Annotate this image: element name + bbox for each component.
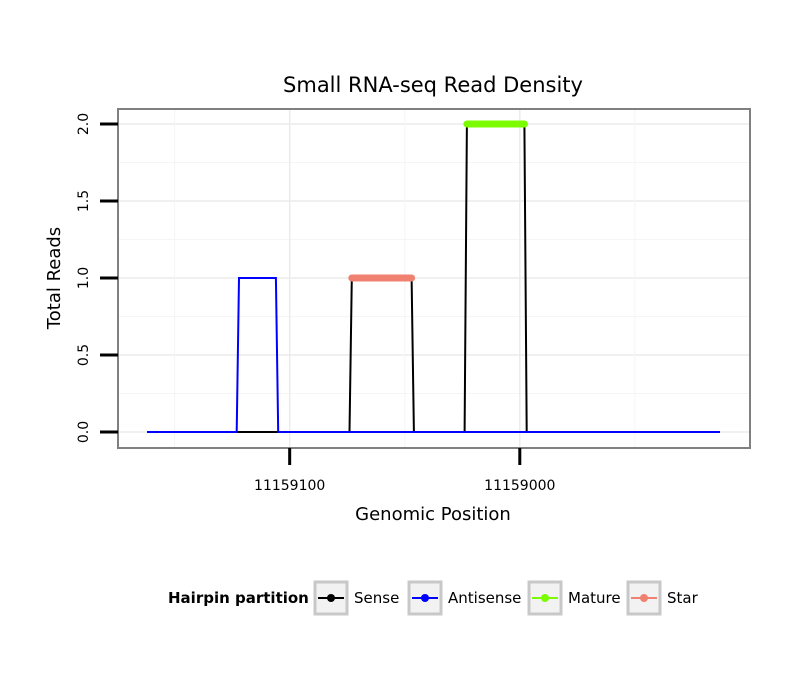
x-tick-label: 11159100 [254, 478, 325, 494]
legend-label-sense: Sense [354, 589, 399, 607]
chart-title: Small RNA-seq Read Density [283, 73, 583, 97]
y-tick-label: 1.5 [76, 190, 92, 212]
grid [118, 109, 750, 448]
y-tick-label: 1.0 [76, 267, 92, 289]
legend-dot-mature [541, 594, 549, 602]
x-axis-label: Genomic Position [355, 504, 511, 525]
legend-dot-sense [327, 594, 335, 602]
x-tick-label: 11159000 [484, 478, 555, 494]
x-axis: 11159100 11159000 [254, 448, 555, 494]
y-tick-label: 2.0 [76, 113, 92, 135]
legend-dot-star [640, 594, 648, 602]
y-tick-label: 0.0 [76, 421, 92, 443]
series-layer [147, 120, 720, 433]
y-axis-label: Total Reads [44, 227, 65, 330]
legend-title: Hairpin partition [168, 589, 309, 607]
series-line-antisense [147, 277, 720, 433]
legend-label-antisense: Antisense [448, 589, 521, 607]
y-tick-label: 0.5 [76, 344, 92, 366]
y-axis: 0.0 0.5 1.0 1.5 2.0 [76, 113, 118, 443]
legend-dot-antisense [421, 594, 429, 602]
legend-key-mature [527, 580, 563, 616]
legend: Hairpin partition Sense Antisense Mature St… [168, 580, 699, 616]
legend-label-mature: Mature [568, 589, 621, 607]
legend-label-star: Star [667, 589, 699, 607]
